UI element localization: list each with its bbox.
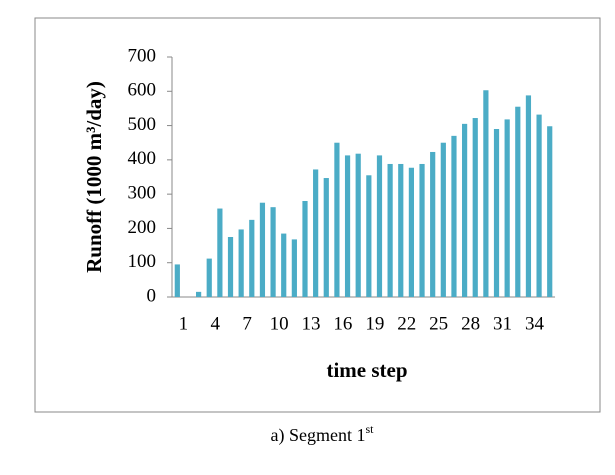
bar <box>504 119 510 298</box>
bar <box>270 207 276 297</box>
bar <box>419 163 425 297</box>
bar <box>238 229 244 297</box>
bar <box>387 163 393 297</box>
bar <box>355 153 361 297</box>
x-axis-title: time step <box>326 358 407 382</box>
caption-superscript: st <box>365 422 374 436</box>
x-tick-label: 25 <box>429 313 448 334</box>
caption-text: a) Segment 1 <box>271 425 366 446</box>
bar <box>376 155 383 297</box>
x-tick-label: 31 <box>493 313 512 334</box>
x-tick-label: 7 <box>242 313 252 334</box>
bar <box>302 201 308 297</box>
y-tick-label: 700 <box>128 45 157 66</box>
bar <box>249 219 255 297</box>
bar <box>536 114 542 297</box>
x-tick-label: 34 <box>525 313 545 334</box>
bar <box>291 239 297 297</box>
bar <box>408 167 414 297</box>
bar <box>493 129 500 297</box>
bar <box>440 142 446 297</box>
x-tick-label: 19 <box>365 313 384 334</box>
y-tick-label: 0 <box>147 285 157 306</box>
bar <box>259 202 266 297</box>
caption: a) Segment 1st <box>271 422 375 446</box>
bar <box>334 142 340 297</box>
bar <box>196 291 202 297</box>
bar <box>462 123 468 297</box>
bar <box>430 151 436 297</box>
y-tick-label: 400 <box>128 148 157 169</box>
bar <box>227 237 234 297</box>
bar <box>217 208 223 297</box>
bar <box>206 258 212 297</box>
bar <box>281 233 287 297</box>
y-tick-label: 600 <box>128 80 157 101</box>
bar <box>323 178 329 297</box>
bar <box>344 155 351 297</box>
y-tick-label: 200 <box>128 217 157 238</box>
bar <box>313 169 319 297</box>
x-tick-label: 10 <box>270 313 289 334</box>
y-tick-label: 500 <box>128 114 157 135</box>
bar <box>515 106 521 297</box>
bar <box>483 90 489 297</box>
chart-frame <box>34 17 601 413</box>
y-axis-title: Runoff (1000 m³/day) <box>82 81 106 273</box>
bar <box>472 118 478 298</box>
x-tick-label: 28 <box>461 313 480 334</box>
bar <box>174 264 180 297</box>
bar <box>398 163 404 297</box>
bar <box>451 135 457 297</box>
bar <box>547 126 553 297</box>
y-tick-label: 300 <box>128 183 157 204</box>
x-tick-label: 16 <box>333 313 352 334</box>
bar <box>525 95 532 298</box>
y-tick-label: 100 <box>128 251 157 272</box>
x-tick-label: 4 <box>210 313 220 334</box>
x-tick-label: 22 <box>397 313 416 334</box>
bar <box>366 175 372 297</box>
x-tick-label: 1 <box>179 313 189 334</box>
x-tick-label: 13 <box>302 313 321 334</box>
